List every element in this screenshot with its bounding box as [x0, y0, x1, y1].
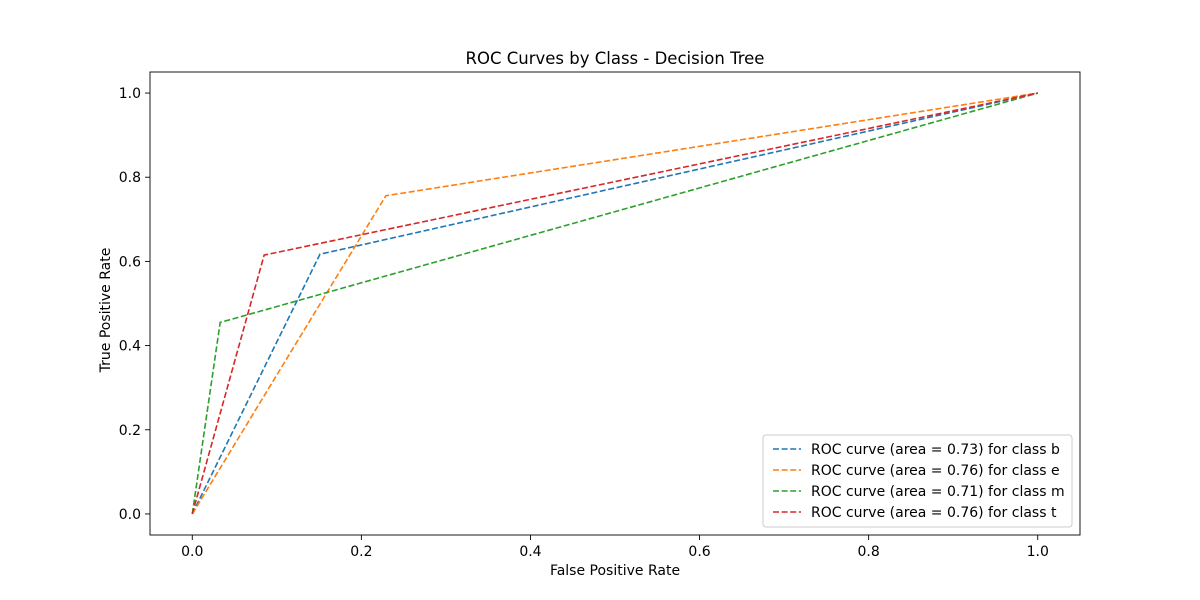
x-axis-label: False Positive Rate: [550, 563, 680, 579]
legend-label: ROC curve (area = 0.71) for class m: [811, 484, 1065, 500]
roc-line-series-3: [191, 92, 1038, 515]
x-tick-label: 0.0: [181, 544, 203, 560]
x-tick-label: 0.6: [688, 544, 710, 560]
x-tick-label: 1.0: [1027, 544, 1049, 560]
y-tick-label: 0.0: [119, 507, 141, 523]
legend-label: ROC curve (area = 0.76) for class t: [811, 505, 1057, 521]
axes-frame: [149, 71, 1081, 536]
legend-label: ROC curve (area = 0.76) for class e: [811, 463, 1060, 479]
roc-line-series-1: [191, 92, 1038, 515]
x-tick-label: 0.4: [519, 544, 541, 560]
plot-area: 0.0 0.2 0.4 0.6 0.8 1.0 0.0 0.2 0.4 0.6 0.8 1.0: [119, 71, 1081, 560]
x-tick-label: 0.8: [858, 544, 880, 560]
y-tick-label: 0.6: [119, 254, 141, 270]
y-axis-label: True Positive Rate: [98, 248, 114, 374]
x-tick-label: 0.2: [350, 544, 372, 560]
chart-title: ROC Curves by Class - Decision Tree: [466, 49, 765, 68]
y-tick-label: 1.0: [119, 86, 141, 102]
roc-line-series-4: [191, 92, 1038, 515]
roc-line-series-2: [191, 92, 1038, 515]
legend: ROC curve (area = 0.73) for class b ROC c…: [762, 434, 1073, 528]
legend-label: ROC curve (area = 0.73) for class b: [811, 442, 1060, 458]
legend-box: [762, 434, 1073, 528]
y-tick-label: 0.2: [119, 423, 141, 439]
y-tick-label: 0.4: [119, 339, 141, 355]
y-tick-label: 0.8: [119, 170, 141, 186]
